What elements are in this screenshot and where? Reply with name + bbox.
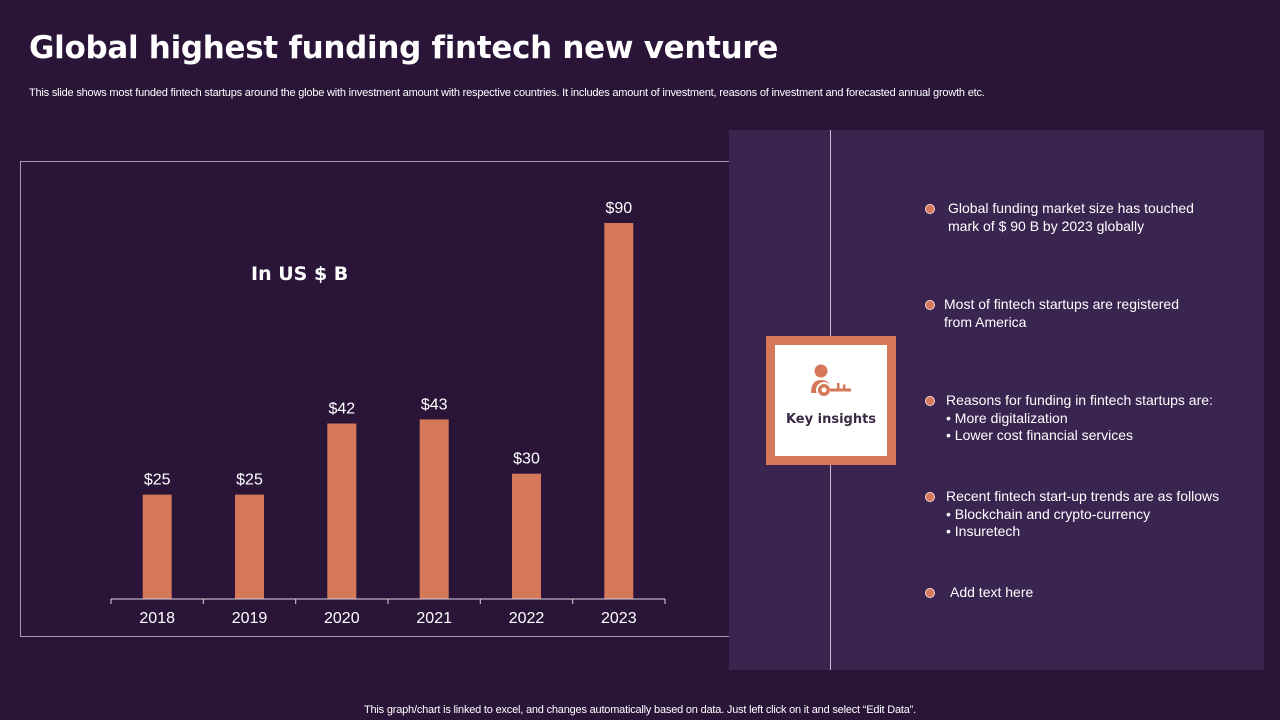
insight-bullet-4 — [925, 492, 935, 502]
bar-2018[interactable] — [142, 494, 172, 599]
key-insights-label: Key insights — [785, 412, 877, 427]
key-insights-card: Key insights — [766, 336, 896, 465]
bar-2023[interactable] — [604, 223, 634, 599]
insight-2-line-2: from America — [944, 313, 1027, 330]
x-tick-label-2019: 2019 — [232, 610, 268, 627]
page-subtitle: This slide shows most funded fintech sta… — [29, 87, 985, 99]
data-label-2022: $30 — [513, 451, 540, 468]
insight-item-1: Global funding market size has touched m… — [948, 200, 1194, 235]
data-label-2021: $43 — [421, 396, 448, 413]
insight-3-line-1: Reasons for funding in fintech startups … — [946, 392, 1213, 408]
bar-2021[interactable] — [419, 419, 449, 599]
data-label-2019: $25 — [236, 472, 263, 489]
insight-3-line-3: • Lower cost financial services — [946, 427, 1133, 443]
data-label-2018: $25 — [144, 472, 171, 489]
insight-bullet-5 — [925, 588, 935, 598]
insight-item-4: Recent fintech start-up trends are as fo… — [946, 488, 1219, 541]
bar-2022[interactable] — [512, 473, 541, 599]
insight-4-line-3: • Insuretech — [946, 523, 1021, 539]
bar-2019[interactable] — [235, 494, 264, 599]
insight-4-line-2: • Blockchain and crypto-currency — [946, 505, 1151, 522]
data-label-2020: $42 — [328, 401, 355, 418]
insight-bullet-2 — [925, 300, 935, 310]
bar-chart[interactable]: $25 2018 $25 2019 $42 2020 $43 2021 $30 2022 $90 20… — [21, 162, 746, 638]
insight-2-line-1: Most of fintech startups are registered — [944, 296, 1179, 312]
insight-1-line-2: mark of $ 90 B by 2023 globally — [948, 217, 1145, 234]
x-tick-label-2022: 2022 — [509, 610, 545, 627]
insight-bullet-1 — [925, 204, 935, 214]
insight-3-line-2: • More digitalization — [946, 409, 1068, 426]
chart-area[interactable]: $25 2018 $25 2019 $42 2020 $43 2021 $30 2022 $90 20… — [20, 161, 745, 637]
insight-bullet-3 — [925, 396, 935, 406]
page-title: Global highest funding fintech new ventu… — [29, 30, 779, 66]
data-label-2023: $90 — [605, 200, 632, 217]
x-tick-label-2021: 2021 — [416, 610, 452, 627]
insight-4-line-1: Recent fintech start-up trends are as fo… — [946, 488, 1220, 504]
insight-5-line-1[interactable]: Add text here — [950, 584, 1034, 600]
insight-1-line-1: Global funding market size has touched — [948, 200, 1194, 216]
bar-2020[interactable] — [327, 423, 357, 600]
x-tick-label-2020: 2020 — [324, 610, 360, 627]
x-tick-label-2018: 2018 — [139, 610, 175, 627]
footnote: This graph/chart is linked to excel, and… — [364, 704, 916, 716]
insight-item-5[interactable]: Add text here — [950, 584, 1033, 602]
insight-item-3: Reasons for funding in fintech startups … — [946, 392, 1213, 445]
key-person-icon — [811, 364, 851, 398]
x-tick-label-2023: 2023 — [601, 610, 637, 627]
chart-unit-label: In US $ B — [251, 263, 349, 285]
insight-item-2: Most of fintech startups are registered … — [944, 296, 1179, 331]
